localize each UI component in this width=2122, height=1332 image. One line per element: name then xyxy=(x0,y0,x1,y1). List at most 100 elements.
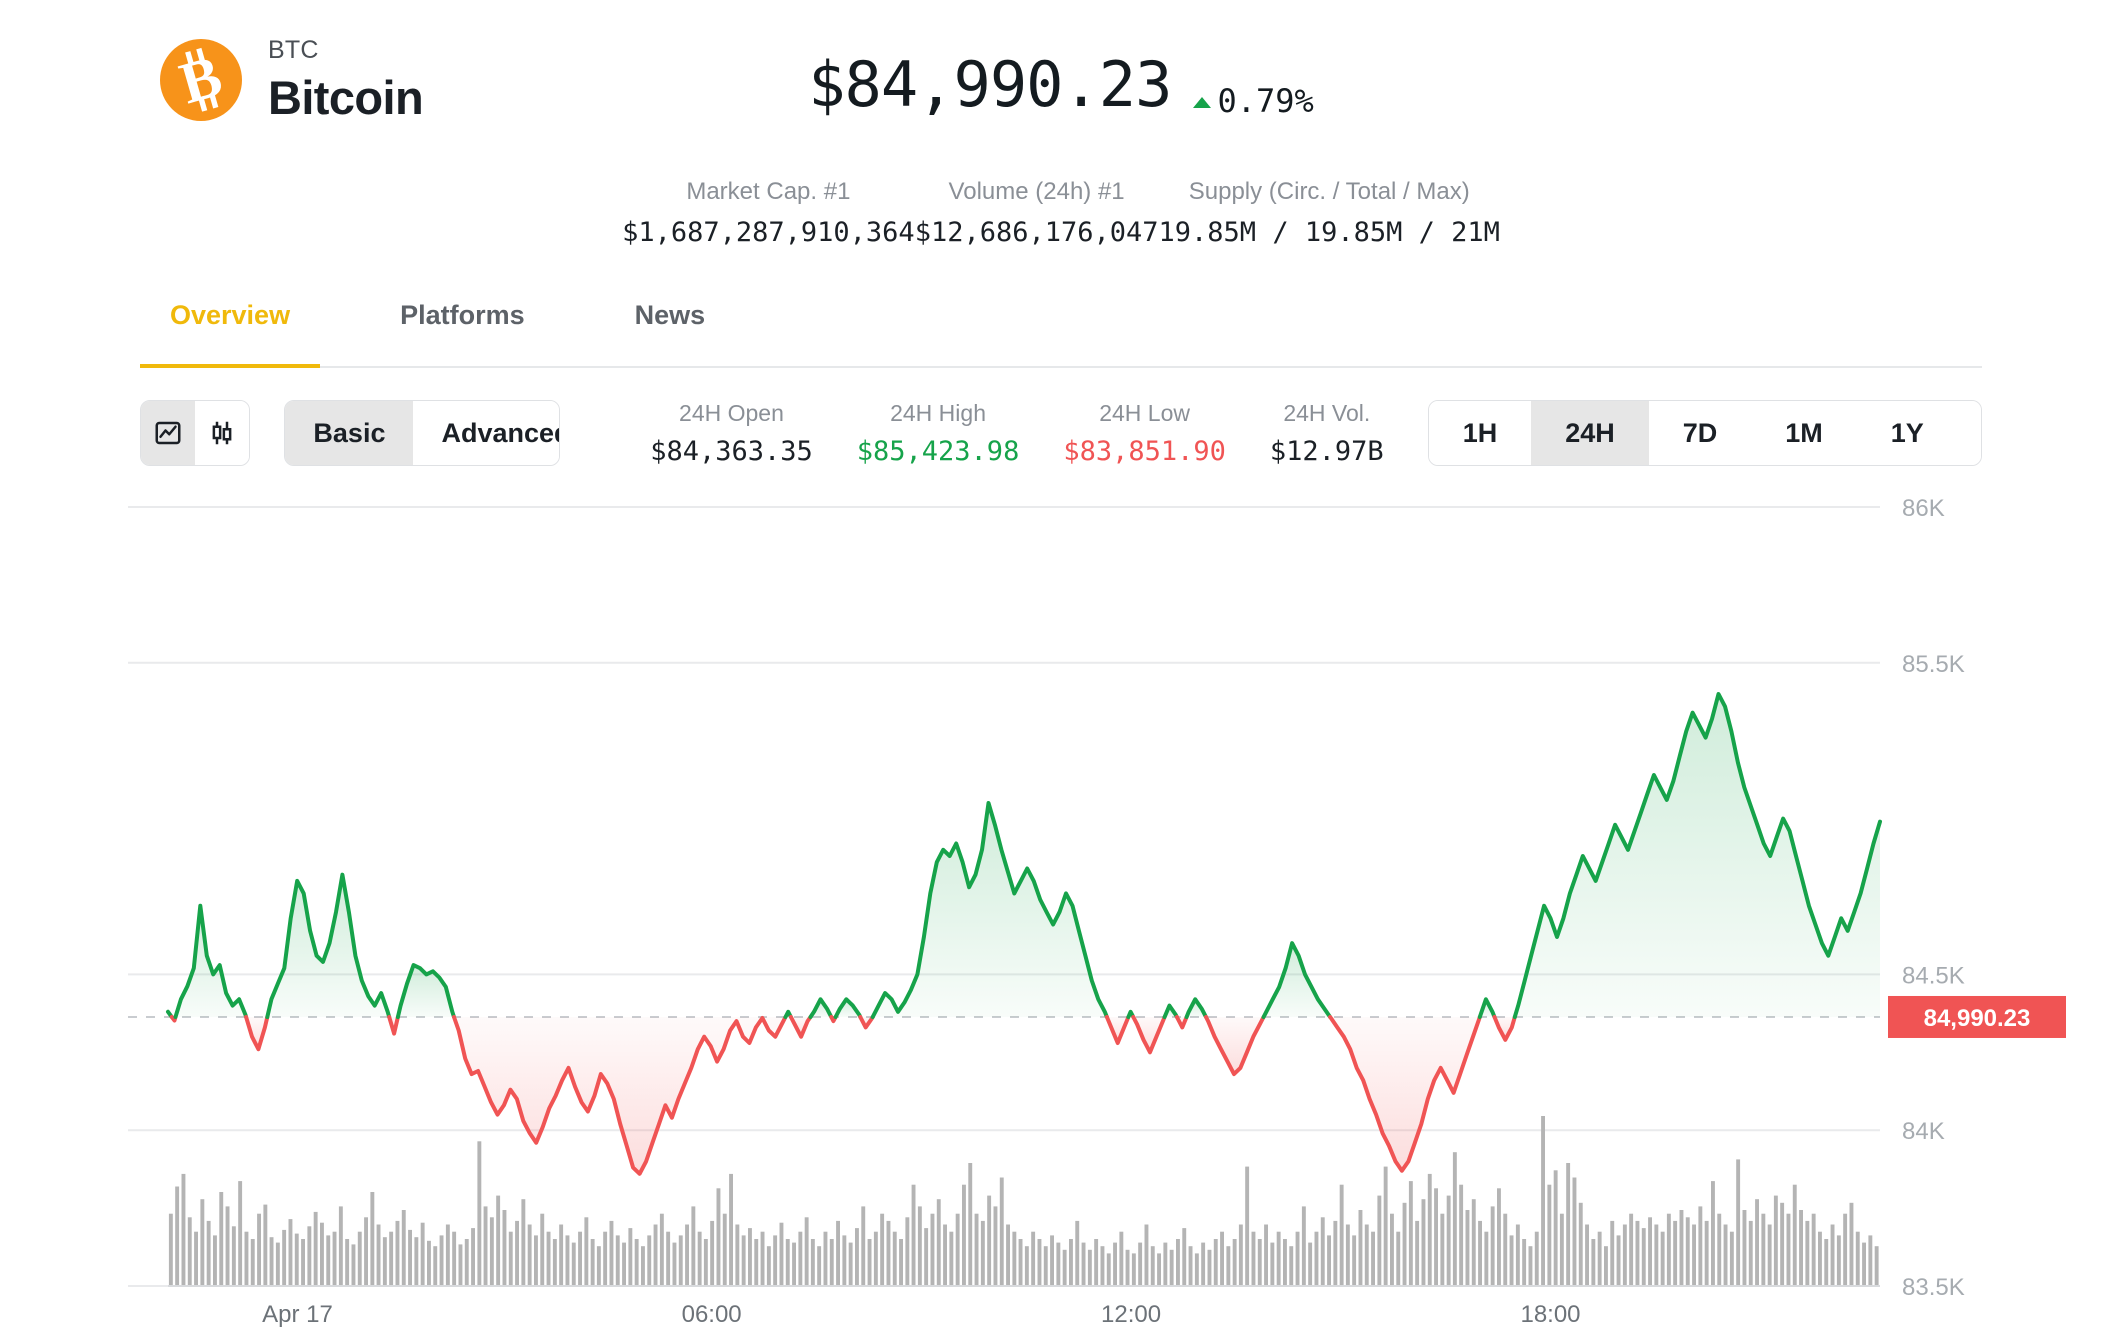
page-header: B BTC Bitcoin $84,990.23 0.79% xyxy=(0,0,2122,248)
price-line-down xyxy=(1328,1015,1482,1173)
y-axis-label: 84.5K xyxy=(1902,962,1965,989)
area-fill-up xyxy=(397,965,454,1017)
price-line-down xyxy=(1104,1015,1131,1045)
area-fill-up xyxy=(1263,943,1331,1017)
supply-label: Supply (Circ. / Total / Max) xyxy=(1188,178,1470,205)
price-chart[interactable]: 86K 85.5K 84.5K 84K 83.5K Apr 17 06:00 12:00 18:… xyxy=(0,496,2122,1332)
price-line-down xyxy=(387,1015,400,1036)
area-fill-up xyxy=(835,999,861,1017)
stat-24h-high-label: 24H High xyxy=(890,399,986,426)
y-axis-label: 83.5K xyxy=(1902,1274,1965,1301)
bitcoin-icon: B xyxy=(160,38,242,121)
price-change-group: 0.79% xyxy=(1193,81,1314,120)
stat-24h-low: 24H Low $83,851.90 xyxy=(1063,400,1226,467)
area-fill-down xyxy=(1206,1017,1264,1075)
price-line-up xyxy=(1512,692,1882,1019)
price-line-up xyxy=(808,997,834,1019)
price-line-up xyxy=(265,872,392,1019)
timeframe-7d-button[interactable]: 7D xyxy=(1648,401,1752,465)
x-axis-label: 18:00 xyxy=(1520,1301,1580,1328)
timeframe-1y-button[interactable]: 1Y xyxy=(1856,401,1958,465)
volume-label: Volume (24h) #1 xyxy=(948,178,1125,205)
supply-value: 19.85M / 19.85M / 21M xyxy=(1158,217,1500,248)
triangle-up-icon xyxy=(1193,97,1212,108)
tab-bar: Overview Platforms News xyxy=(140,300,1982,368)
area-fill-up xyxy=(267,874,390,1017)
coin-identity: B BTC Bitcoin xyxy=(160,36,424,124)
chart-toolbar: Basic Advanced 24H Open $84,363.35 24H H… xyxy=(140,400,1982,467)
stat-24h-low-value: $83,851.90 xyxy=(1063,435,1226,467)
stat-24h-vol-value: $12.97B xyxy=(1269,435,1384,467)
area-fill-up xyxy=(175,905,247,1017)
x-axis-label: 12:00 xyxy=(1101,1301,1161,1328)
svg-text:84,990.23: 84,990.23 xyxy=(1924,1005,2031,1032)
price-line-up xyxy=(870,801,1109,1019)
area-fill-up xyxy=(1186,999,1206,1017)
area-fill-down xyxy=(454,1017,786,1174)
stat-24h-high-value: $85,423.98 xyxy=(856,435,1020,467)
timeframe-1h-button[interactable]: 1H xyxy=(1428,401,1532,465)
price-line-down xyxy=(1174,1015,1189,1030)
area-fill-down xyxy=(1133,1017,1165,1053)
volume-stat: Volume (24h) #1 $12,686,176,047 xyxy=(915,178,1159,248)
supply-stat: Supply (Circ. / Total / Max) 19.85M / 19… xyxy=(1159,178,1500,248)
price-line-down xyxy=(1131,1015,1167,1055)
stat-24h-vol-label: 24H Vol. xyxy=(1283,399,1371,426)
market-stats-row: Market Cap. #1 $1,687,287,910,364 Volume… xyxy=(0,178,2122,248)
y-axis-label: 85.5K xyxy=(1902,651,1965,678)
coin-symbol: BTC xyxy=(268,36,319,64)
candlestick-icon xyxy=(212,421,232,445)
area-fill-up xyxy=(1514,694,1880,1017)
stat-24h-open-label: 24H Open xyxy=(679,399,784,426)
current-price-badge: 84,990.23 xyxy=(1888,995,2066,1038)
current-price: $84,990.23 xyxy=(808,48,1172,121)
price-line-down xyxy=(1204,1015,1266,1077)
stat-24h-high: 24H High $85,423.98 xyxy=(857,400,1020,467)
timeframe-1m-button[interactable]: 1M xyxy=(1751,401,1857,465)
area-fill-up xyxy=(872,803,1107,1017)
price-change-percent: 0.79% xyxy=(1217,81,1314,120)
timeframe-all-button[interactable]: All xyxy=(1957,401,1981,465)
timeframe-24h-label: 24H xyxy=(1565,417,1615,448)
price-chart-svg[interactable]: 86K 85.5K 84.5K 84K 83.5K Apr 17 06:00 12:00 18:… xyxy=(0,496,2122,1332)
chart-mode-toggle: Basic Advanced xyxy=(284,400,561,466)
timeframe-selector: 1H 24H 7D 1M 1Y All xyxy=(1427,400,1982,466)
x-axis-label: 06:00 xyxy=(682,1301,742,1328)
tab-overview[interactable]: Overview xyxy=(140,300,321,368)
timeframe-1m-label: 1M xyxy=(1785,417,1823,448)
volume-value: $12,686,176,047 xyxy=(914,217,1159,248)
timeframe-1y-label: 1Y xyxy=(1890,417,1924,448)
price-line-down xyxy=(244,1015,270,1052)
chart-type-toggle xyxy=(140,400,251,466)
tab-platforms-label: Platforms xyxy=(400,300,525,330)
tab-news-label: News xyxy=(634,300,706,330)
price-line-up xyxy=(395,963,456,1019)
mode-advanced-button[interactable]: Advanced xyxy=(413,401,560,465)
tab-news[interactable]: News xyxy=(605,300,736,366)
candlestick-icon-button[interactable] xyxy=(195,401,250,465)
tab-platforms[interactable]: Platforms xyxy=(370,300,555,366)
price-line-up xyxy=(1261,941,1333,1019)
price-block: $84,990.23 0.79% xyxy=(0,48,2122,121)
coin-name: Bitcoin xyxy=(268,71,424,124)
price-line-up xyxy=(1184,997,1208,1019)
mode-basic-button[interactable]: Basic xyxy=(285,401,414,465)
volume-bars xyxy=(168,1116,1879,1286)
stat-24h-open-value: $84,363.35 xyxy=(650,435,813,467)
mode-basic-label: Basic xyxy=(313,417,386,448)
price-line-down xyxy=(452,1015,788,1176)
stat-24h-open: 24H Open $84,363.35 xyxy=(650,400,813,467)
timeframe-1h-label: 1H xyxy=(1462,417,1498,448)
ohlc-stats: 24H Open $84,363.35 24H High $85,423.98 … xyxy=(650,400,1427,467)
market-cap-stat: Market Cap. #1 $1,687,287,910,364 xyxy=(622,178,915,248)
price-line-down xyxy=(788,1015,813,1039)
area-fill-down xyxy=(1106,1017,1129,1043)
timeframe-24h-button[interactable]: 24H xyxy=(1531,401,1649,465)
area-fill-down xyxy=(1330,1017,1480,1171)
line-chart-icon-button[interactable] xyxy=(141,401,196,465)
x-axis-label: Apr 17 xyxy=(262,1301,333,1328)
tab-overview-label: Overview xyxy=(170,300,291,330)
price-line-down xyxy=(1492,1015,1517,1042)
y-axis-label: 84K xyxy=(1902,1118,1945,1145)
